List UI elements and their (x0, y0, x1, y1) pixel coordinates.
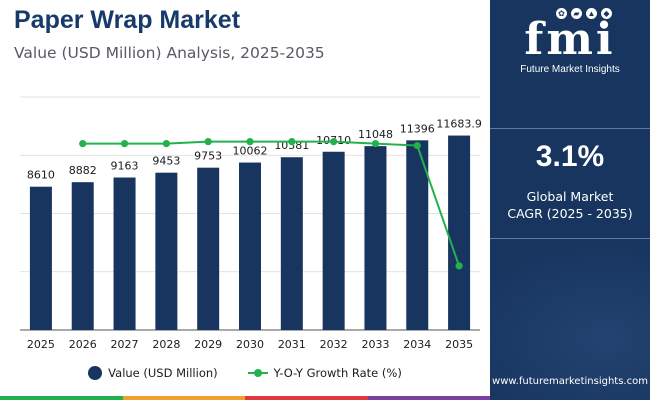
bar-value-label: 8882 (69, 164, 97, 177)
legend-item-growth: Y-O-Y Growth Rate (%) (247, 366, 402, 380)
x-tick-label: 2031 (278, 338, 306, 351)
legend-label-value: Value (USD Million) (108, 366, 218, 380)
strip-segment-purple (367, 396, 490, 400)
x-tick-label: 2029 (194, 338, 222, 351)
strip-segment-orange (122, 396, 245, 400)
growth-rate-point (79, 140, 87, 148)
growth-rate-point (413, 141, 421, 150)
growth-rate-point (120, 140, 129, 148)
chip-icon: ◆ (601, 8, 612, 19)
panel-divider-bottom (490, 238, 650, 239)
flask-icon: ▲ (586, 8, 597, 19)
x-tick-label: 2030 (236, 338, 264, 351)
strip-segment-red (245, 396, 368, 400)
x-tick-label: 2025 (27, 338, 55, 351)
bar (280, 157, 303, 330)
bar (448, 135, 471, 330)
x-tick-label: 2032 (320, 338, 348, 351)
bar (364, 146, 387, 330)
x-tick-label: 2033 (361, 338, 389, 351)
bar (406, 140, 429, 330)
chart-title: Paper Wrap Market (14, 6, 241, 34)
chart-subtitle: Value (USD Million) Analysis, 2025-2035 (14, 44, 325, 62)
legend-swatch-bar (88, 366, 103, 380)
growth-rate-point (330, 138, 338, 146)
growth-rate-point (162, 140, 170, 148)
bar-value-label: 9163 (111, 160, 139, 173)
legend-swatch-line (247, 369, 268, 377)
panel-divider-top (490, 128, 650, 129)
strip-segment-green (0, 396, 123, 400)
growth-rate-point (371, 140, 380, 148)
bar (113, 177, 136, 330)
leaf-icon: ✿ (556, 8, 567, 19)
bar (322, 151, 345, 330)
cagr-label: Global Market CAGR (2025 - 2035) (490, 188, 650, 222)
x-tick-label: 2026 (69, 338, 97, 351)
bar (155, 172, 178, 330)
bar-value-label: 10062 (233, 145, 268, 158)
website-url: www.futuremarketinsights.com (492, 376, 648, 387)
growth-rate-point (288, 138, 296, 146)
growth-rate-line (82, 140, 461, 267)
growth-rate-point (455, 262, 463, 270)
bar (29, 186, 52, 330)
cagr-value: 3.1% (535, 140, 605, 173)
x-tick-label: 2027 (111, 338, 139, 351)
bar (197, 167, 220, 330)
bar (239, 162, 261, 330)
side-panel: ✿ ▰ ▲ ◆ fmi Future Market Insights 3.1% … (490, 0, 650, 400)
chart-legend: Value (USD Million) Y-O-Y Growth Rate (%… (0, 366, 490, 380)
bar-value-label: 11683.9 (436, 118, 482, 131)
cagr-label-line2: CAGR (2025 - 2035) (507, 206, 633, 221)
x-tick-label: 2034 (403, 338, 431, 351)
growth-rate-point (246, 138, 254, 146)
bar-value-label: 9753 (194, 150, 222, 163)
car-icon: ▰ (571, 8, 582, 19)
logo-icons: ✿ ▰ ▲ ◆ (518, 8, 650, 22)
legend-label-growth: Y-O-Y Growth Rate (%) (273, 366, 402, 380)
logo-subtitle: Future Market Insights (520, 64, 620, 75)
bar (71, 182, 94, 330)
bottom-color-strip (0, 396, 490, 400)
x-tick-label: 2028 (152, 338, 180, 351)
bar-value-label: 11396 (400, 122, 435, 135)
bar-value-label: 9453 (152, 155, 180, 168)
growth-rate-point (204, 138, 212, 146)
cagr-label-line1: Global Market (526, 189, 614, 204)
bar-value-label: 8610 (27, 169, 55, 182)
logo-letters: fmi (524, 14, 616, 65)
x-tick-label: 2035 (445, 338, 473, 351)
fmi-logo: ✿ ▰ ▲ ◆ fmi Future Market Insights (490, 8, 650, 75)
chart-area: 8610 2025 8882 2026 9163 2027 9453 2028 9753 2029… (20, 96, 482, 351)
legend-item-value: Value (USD Million) (88, 366, 218, 380)
bar-value-label: 11048 (358, 128, 393, 141)
